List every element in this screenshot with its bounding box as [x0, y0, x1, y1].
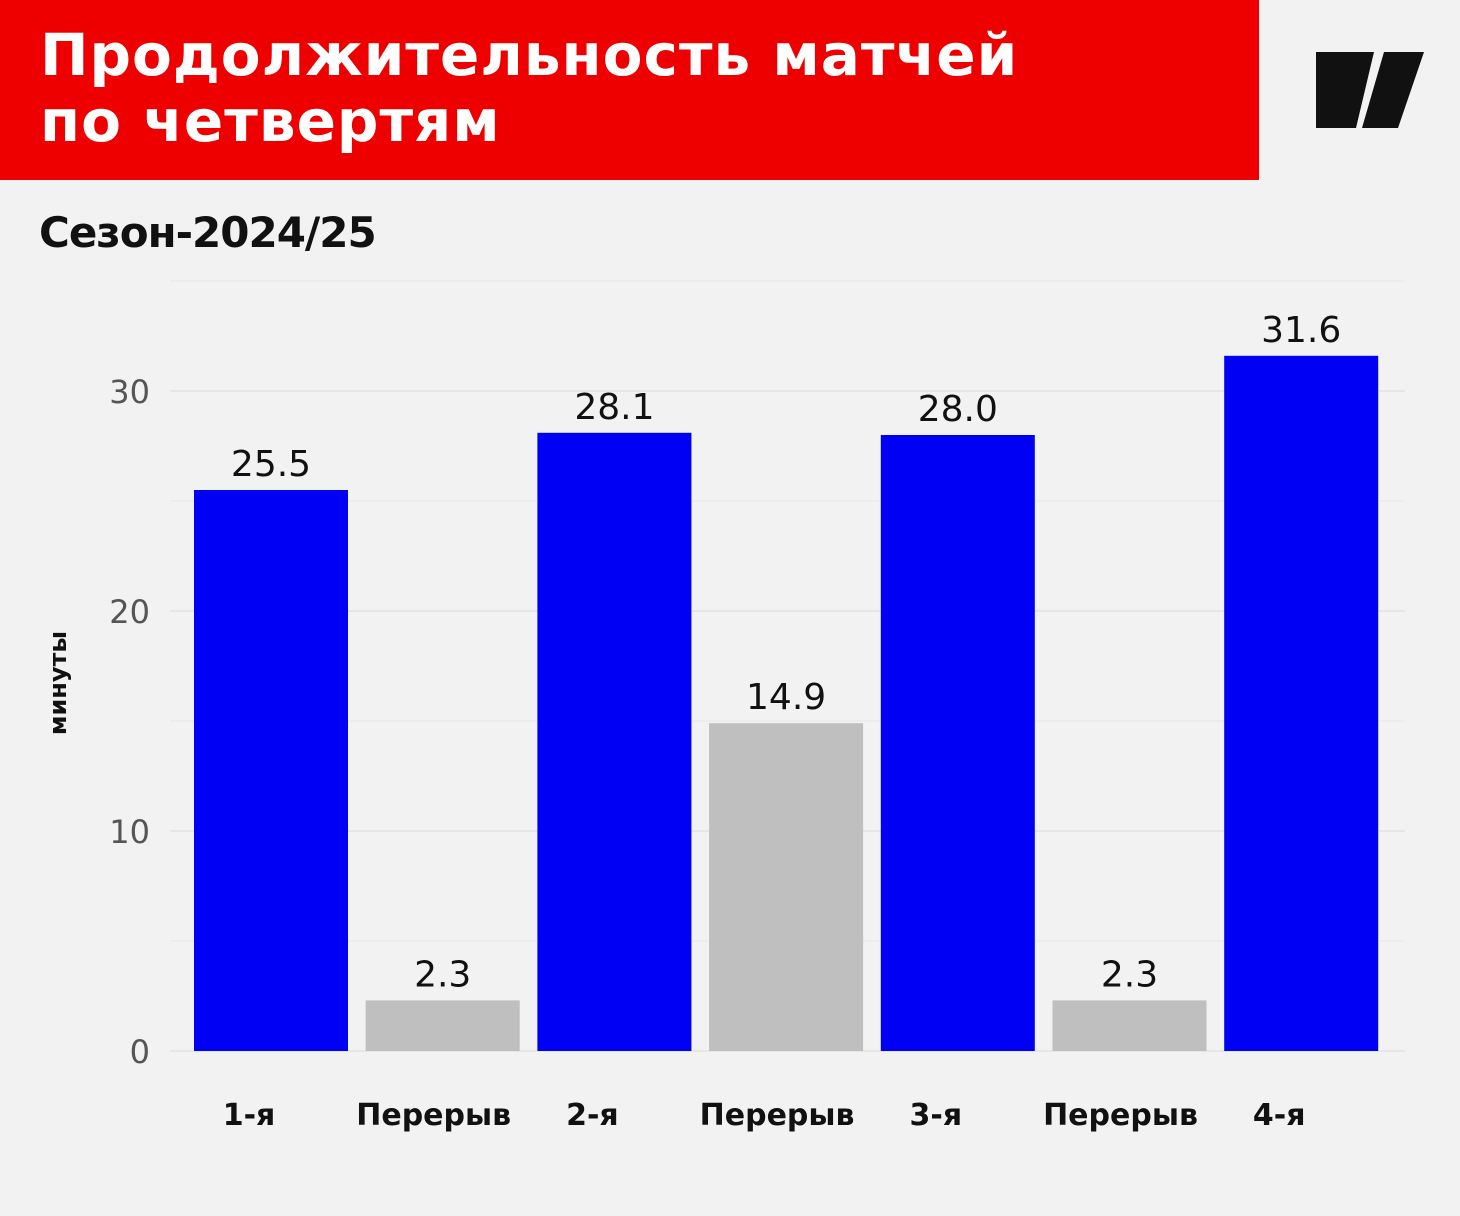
x-tick-label: 1-я: [223, 1098, 276, 1133]
bar: [880, 435, 1035, 1051]
y-axis-label: минуты: [44, 631, 72, 735]
y-tick-label: 30: [109, 373, 150, 411]
data-label: 28.1: [574, 387, 654, 428]
header-band: [0, 0, 1259, 180]
bar: [365, 1000, 520, 1051]
bar: [537, 432, 692, 1051]
slash-logo-icon: [1316, 52, 1424, 128]
x-tick-label: 3-я: [910, 1098, 963, 1133]
x-tick-label: Перерыв: [1043, 1098, 1198, 1133]
data-label: 2.3: [1101, 954, 1158, 995]
bar: [194, 490, 348, 1051]
title-line-1: Продолжительность матчей: [40, 21, 1019, 89]
x-tick-label: Перерыв: [700, 1098, 855, 1133]
data-label: 28.0: [918, 389, 998, 430]
x-tick-label: Перерыв: [356, 1098, 511, 1133]
chart-subtitle: Сезон-2024/25: [39, 208, 377, 257]
bar: [709, 723, 864, 1051]
bar: [1052, 1000, 1207, 1051]
y-tick-label: 0: [130, 1033, 150, 1071]
y-tick-label: 10: [109, 813, 150, 851]
title-line-2: по четвертям: [40, 87, 501, 155]
y-tick-label: 20: [109, 593, 150, 631]
x-tick-label: 2-я: [566, 1098, 619, 1133]
data-label: 25.5: [231, 444, 311, 485]
data-label: 2.3: [414, 954, 471, 995]
data-label: 31.6: [1261, 310, 1341, 351]
bar: [1224, 355, 1379, 1051]
page-title: Продолжительность матчей по четвертям: [40, 22, 1220, 154]
data-label: 14.9: [746, 677, 826, 718]
x-tick-label: 4-я: [1253, 1098, 1306, 1133]
